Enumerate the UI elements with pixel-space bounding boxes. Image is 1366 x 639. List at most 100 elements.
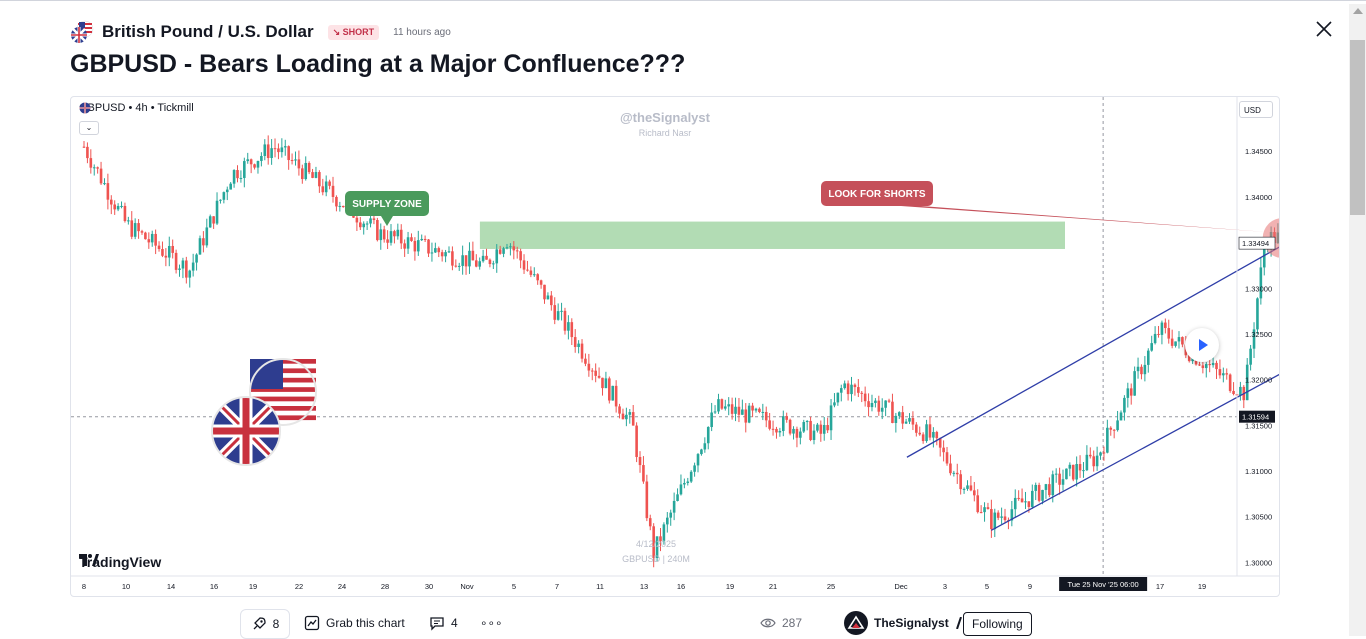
candle-body (1123, 397, 1126, 413)
candle-body (1245, 364, 1249, 401)
candle-body (150, 233, 154, 243)
crosshair-time-marker (1059, 577, 1148, 591)
time-tick-label: 21 (769, 582, 777, 591)
time-tick-label: 30 (425, 582, 433, 591)
rocket-icon (253, 617, 266, 630)
time-tick-label: 7 (555, 582, 559, 591)
candle-body (96, 167, 99, 169)
candle-body (532, 274, 536, 276)
candle-body (263, 144, 267, 157)
candle-body (925, 424, 928, 442)
candle-body (976, 495, 980, 513)
candle-body (802, 422, 806, 432)
candle-body (406, 237, 410, 249)
candle-body (1170, 338, 1174, 346)
follow-button[interactable]: Following (963, 612, 1032, 636)
candle-body (522, 260, 526, 270)
uk-flag-cross-red (212, 397, 280, 465)
legend-collapse-button[interactable]: ⌄ (79, 121, 99, 135)
candle-body (140, 231, 144, 233)
currency-selector[interactable]: USD (1239, 101, 1273, 118)
scroll-up-icon[interactable] (1353, 8, 1363, 14)
comments-button[interactable]: 4 (429, 609, 458, 637)
candle-body (1133, 371, 1136, 396)
candle-body (471, 250, 475, 261)
candle-body (103, 183, 106, 185)
candle-body (120, 205, 123, 207)
candle-body (208, 216, 212, 228)
scrollbar-thumb[interactable] (1350, 40, 1365, 215)
candle-body (1225, 373, 1229, 375)
candle-body (1010, 509, 1014, 521)
play-button[interactable] (1185, 328, 1219, 362)
candle-body (853, 384, 857, 388)
candle-body (625, 414, 628, 420)
candle-body (314, 172, 318, 178)
candle-body (167, 245, 171, 258)
candle-body (822, 425, 826, 434)
chart-canvas[interactable]: SUPPLY ZONE LOOK FOR SHORTS 1.34500 1.34000… (71, 97, 1279, 596)
candle-body (672, 500, 676, 513)
candle-body (655, 536, 659, 558)
candle-body (1078, 464, 1082, 471)
candle-body (116, 205, 120, 210)
candle-body (590, 370, 594, 372)
watermark-author: Richard Nasr (638, 128, 692, 138)
candle-body (986, 507, 990, 509)
candle-body (768, 420, 771, 429)
author-profile[interactable]: TheSignalyst (844, 609, 963, 637)
boost-count: 8 (272, 617, 280, 631)
candle-body (717, 399, 720, 412)
tradingview-logo[interactable]: TradingView (79, 554, 161, 570)
candle-body (778, 430, 782, 433)
candle-body (788, 419, 792, 434)
candle-body (290, 160, 294, 162)
candle-body (696, 454, 700, 466)
candle-body (386, 239, 389, 243)
candle-body (512, 246, 516, 251)
candle-body (758, 408, 761, 412)
candle-body (396, 229, 400, 237)
grab-chart-button[interactable]: Grab this chart (304, 609, 405, 637)
time-tick-label: 22 (295, 582, 303, 591)
look-for-shorts-label: LOOK FOR SHORTS (828, 189, 926, 200)
candle-body (454, 265, 458, 267)
candle-body (1140, 366, 1143, 375)
candle-body (277, 148, 280, 153)
candle-body (1239, 386, 1242, 396)
more-button[interactable]: ∘∘∘ (480, 616, 503, 630)
close-icon[interactable] (1314, 19, 1334, 39)
time-tick-label: 25 (827, 582, 835, 591)
candle-body (897, 412, 901, 416)
boost-button[interactable]: 8 (240, 609, 290, 639)
candle-body (764, 411, 768, 421)
candle-body (369, 218, 372, 224)
candle-body (318, 172, 321, 187)
chart-panel[interactable]: SUPPLY ZONE LOOK FOR SHORTS 1.34500 1.34000… (70, 96, 1280, 597)
candle-body (270, 148, 273, 159)
price-tick-label: 1.31000 (1245, 467, 1272, 476)
current-price-label: 1.33494 (1242, 239, 1269, 248)
candle-body (969, 485, 973, 491)
candle-body (413, 240, 417, 252)
candle-body (645, 481, 649, 519)
candle-body (86, 146, 89, 159)
price-tick-label: 1.33000 (1245, 284, 1272, 293)
candle-body (1068, 464, 1072, 469)
us-flag-stripe (250, 387, 316, 392)
symbol-name[interactable]: British Pound / U.S. Dollar (102, 22, 314, 41)
candle-body (631, 412, 635, 426)
candle-body (389, 231, 393, 243)
crosshair-time-label: Tue 25 Nov '25 06:00 (1068, 580, 1139, 589)
candle-body (594, 370, 597, 376)
candle-body (215, 200, 219, 224)
time-tick-label: 17 (1156, 582, 1164, 591)
candle-body (420, 238, 424, 241)
candle-body (884, 400, 887, 408)
candle-body (638, 457, 642, 466)
chart-watermark: @theSignalyst Richard Nasr (611, 110, 719, 138)
candle-body (181, 260, 185, 269)
candle-body (246, 159, 250, 162)
candle-body (693, 465, 696, 472)
candle-body (1146, 350, 1150, 365)
